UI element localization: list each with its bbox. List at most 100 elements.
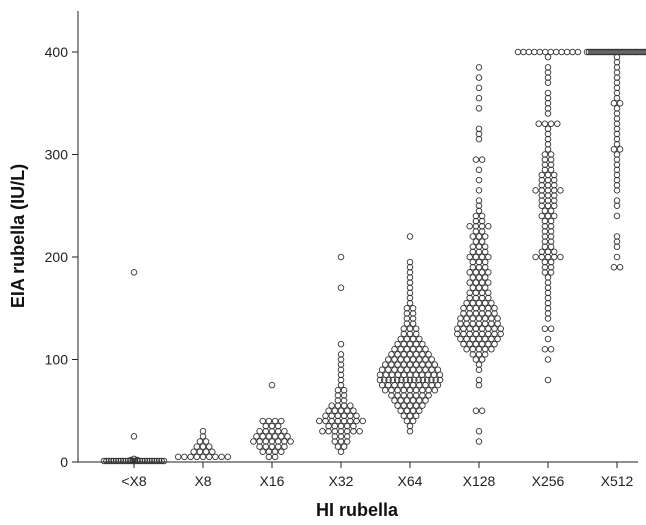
data-point: [268, 443, 276, 450]
data-point: [331, 438, 339, 445]
data-point: [613, 233, 621, 240]
data-point: [112, 457, 120, 465]
data-point: [469, 248, 477, 256]
data-point: [337, 361, 345, 368]
data-point: [394, 361, 401, 368]
data-point: [262, 443, 270, 450]
data-point: [419, 392, 426, 399]
data-point: [547, 166, 555, 174]
data-point: [463, 320, 470, 327]
data-point: [406, 402, 414, 409]
data-point: [613, 89, 621, 97]
data-point: [416, 366, 423, 374]
data-point: [550, 187, 558, 194]
data-point: [460, 325, 467, 333]
data-point: [472, 253, 480, 261]
data-point: [400, 371, 408, 379]
data-point: [337, 422, 345, 430]
data-point: [337, 371, 345, 379]
data-point: [463, 335, 470, 343]
data-point: [416, 346, 423, 353]
y-ticks: 0 100 200 300 400: [45, 44, 78, 470]
data-point: [334, 443, 342, 450]
data-point: [643, 48, 646, 56]
data-point: [271, 448, 279, 456]
data-point: [406, 264, 414, 271]
data-point: [544, 284, 552, 292]
data-point: [403, 315, 411, 322]
data-point: [416, 397, 423, 404]
data-point: [466, 305, 473, 312]
x-tick-label: X8: [194, 473, 211, 489]
data-point: [544, 202, 552, 209]
data-point: [475, 274, 483, 281]
data-point: [481, 264, 489, 271]
data-point: [475, 248, 483, 256]
data-point: [268, 381, 276, 389]
data-point: [119, 457, 127, 465]
data-point: [478, 305, 486, 312]
data-point: [397, 335, 404, 343]
data-point: [406, 325, 414, 333]
data-point: [478, 407, 486, 415]
data-point: [412, 392, 420, 399]
data-point: [337, 381, 345, 389]
data-point: [497, 330, 504, 338]
data-point: [253, 433, 260, 440]
data-point: [547, 48, 554, 56]
data-point: [376, 376, 384, 384]
data-point: [422, 356, 429, 363]
data-point: [472, 228, 480, 235]
data-point: [412, 371, 420, 379]
data-point: [403, 366, 411, 374]
data-point: [547, 207, 555, 215]
data-point: [388, 387, 395, 394]
data-point: [475, 243, 483, 250]
data-point: [613, 125, 621, 133]
data-point: [538, 248, 546, 256]
data-point: [406, 269, 414, 276]
data-point: [535, 120, 542, 127]
data-point: [475, 202, 483, 209]
data-point: [331, 428, 339, 435]
data-point: [613, 115, 621, 122]
data-point: [472, 356, 480, 363]
x-tick-label: X256: [532, 473, 565, 489]
data-point: [475, 130, 483, 138]
data-point: [403, 305, 411, 312]
data-point: [544, 315, 552, 322]
data-point: [158, 457, 165, 465]
data-point: [117, 457, 125, 465]
data-point: [412, 387, 420, 394]
data-point: [475, 135, 483, 143]
data-point: [544, 64, 552, 71]
data-point: [319, 428, 326, 435]
data-point: [425, 392, 432, 399]
data-point: [394, 340, 401, 348]
data-point: [550, 202, 558, 209]
data-point: [340, 417, 348, 425]
data-point: [475, 258, 483, 266]
data-point: [475, 187, 483, 194]
data-point: [544, 294, 552, 302]
data-point: [532, 253, 539, 261]
data-point: [550, 212, 558, 220]
data-point: [481, 315, 489, 322]
data-point: [100, 457, 108, 465]
data-point: [400, 412, 408, 420]
data-point: [409, 417, 417, 425]
data-point: [406, 412, 414, 420]
data-point: [337, 438, 345, 445]
data-point: [196, 448, 204, 456]
data-point: [328, 412, 335, 420]
data-point: [497, 325, 504, 333]
data-point: [613, 176, 621, 184]
data-point: [525, 48, 533, 56]
data-point: [550, 192, 558, 199]
data-point: [409, 310, 417, 317]
data-point: [538, 212, 546, 220]
data-point: [488, 346, 495, 353]
data-point: [416, 356, 423, 363]
data-point: [403, 417, 411, 425]
data-point: [105, 457, 113, 465]
